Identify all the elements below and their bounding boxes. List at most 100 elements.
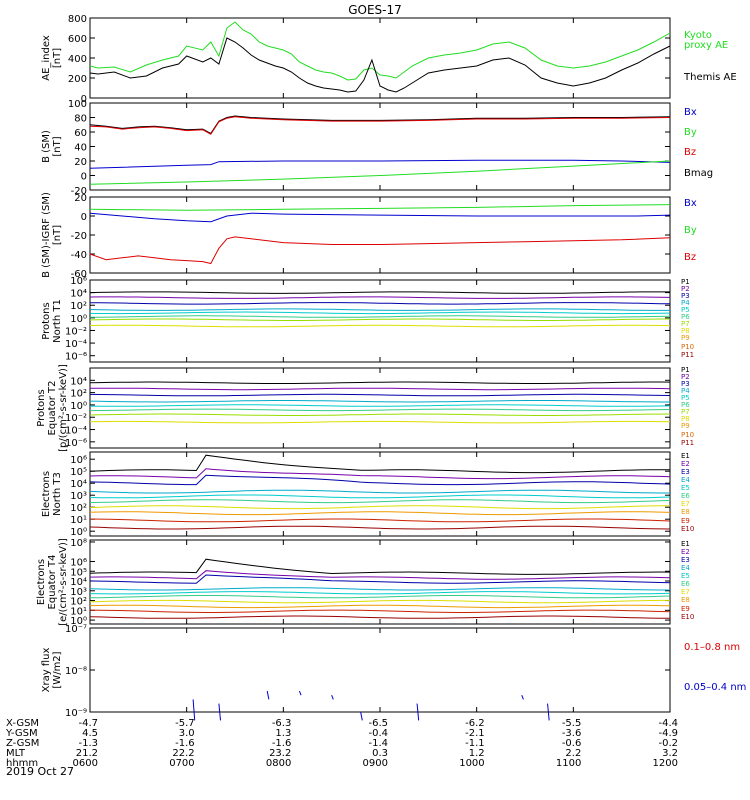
ephemeris-value: 0.3 [372,748,388,759]
legend-label: E2 [681,548,690,556]
legend-label: P8 [681,415,690,423]
panel-frame [89,627,671,713]
y-tick-label: 10⁸ [70,538,87,549]
legend-label: E8 [681,508,690,516]
ephemeris-value: 23.2 [269,748,291,759]
ephemeris-value: -6.2 [465,718,485,729]
legend-label: E9 [681,517,690,525]
legend-label: E3 [681,468,690,476]
legend-label: E4 [681,476,690,484]
series-line [89,494,671,499]
series-line [89,558,671,575]
legend-label: E5 [681,484,690,492]
y-axis-label: Equator T4 [47,555,58,610]
legend-label: E9 [681,605,690,613]
legend-label: P5 [681,394,690,402]
series-line [89,499,671,504]
y-tick-label: 200 [68,74,87,85]
legend-label: P10 [681,431,694,439]
series-line [89,468,671,480]
series-line [89,518,671,523]
y-tick-label: 600 [68,34,87,45]
series-line [89,587,670,591]
y-axis-label: B (SM)-IGRF (SM) [41,192,52,278]
series-line [89,474,671,486]
legend-label: Bz [684,147,696,158]
y-tick-label: 10⁻⁷ [65,624,87,635]
legend-label: P7 [681,408,690,416]
y-axis-label: [W/m2] [52,651,63,688]
y-tick-label: 10⁶ [70,276,87,287]
y-tick-label: 80 [74,114,87,125]
xray-segment [547,703,550,721]
y-tick-label: 10⁴ [70,479,87,490]
y-axis-label: B (SM) [41,130,52,163]
y-tick-label: 0 [81,94,87,105]
ephemeris-row-label: X-GSM [6,718,39,729]
ephemeris-value: -4.7 [78,718,98,729]
y-tick-label: 10⁴ [70,289,87,300]
y-tick-label: 10⁰ [70,314,87,325]
y-tick-label: 20 [74,193,87,204]
y-tick-label: 10⁰ [70,527,87,538]
y-tick-label: 10⁻² [65,326,87,337]
series-line [89,400,670,403]
y-tick-label: 10² [70,301,87,312]
series-line [89,615,671,619]
legend-label: Bx [684,107,697,118]
series-line [89,454,670,474]
y-tick-label: 0 [81,212,87,223]
series-line [89,381,671,384]
ephemeris-value: -0.2 [658,738,678,749]
legend-label: P8 [681,327,690,335]
series-line [89,308,670,311]
y-axis-label: [nT] [52,48,63,68]
series-line [89,212,671,223]
legend-label: E2 [681,460,690,468]
y-tick-label: 10⁴ [70,376,87,387]
y-tick-label: 10³ [70,491,87,502]
legend-label: Bz [684,252,696,263]
legend-label: E7 [681,588,690,596]
ephemeris-value: -1.4 [368,738,388,749]
y-tick-label: 800 [68,14,87,25]
y-tick-label: 10⁻² [65,413,87,424]
ephemeris-value: 4.5 [82,728,98,739]
ephemeris-value: -1.6 [272,738,292,749]
series-line [89,236,671,265]
y-tick-label: 10⁶ [70,455,87,466]
y-tick-label: 10¹ [70,606,87,617]
y-tick-label: -40 [71,250,87,261]
ephemeris-value: -3.6 [562,728,582,739]
series-line [89,318,670,321]
series-line [89,489,670,494]
y-tick-label: 10⁰ [70,616,87,627]
y-tick-label: 10⁻⁶ [65,438,87,449]
legend-label: P1 [681,278,690,286]
ephemeris-value: -6.5 [368,718,388,729]
legend-label: E3 [681,556,690,564]
ephemeris-value: 0900 [363,758,388,769]
ephemeris-value: 21.2 [76,748,98,759]
legend-label: P4 [681,387,690,395]
series-line [89,160,671,185]
y-tick-label: 10⁻⁹ [65,708,87,719]
series-line [89,609,671,613]
y-axis-label: Protons [36,389,47,426]
y-tick-label: 10² [70,597,87,608]
legend-label: P1 [681,366,690,374]
series-line [89,604,671,609]
series-line [90,302,671,305]
series-line [89,595,671,599]
y-tick-label: -60 [71,269,87,280]
y-tick-label: 60 [74,128,87,139]
series-line [89,404,671,407]
panel-bsm: 100 80 60 40 20 0 -20 B (SM) [nT] Bx By Bz Bmag [41,99,713,197]
